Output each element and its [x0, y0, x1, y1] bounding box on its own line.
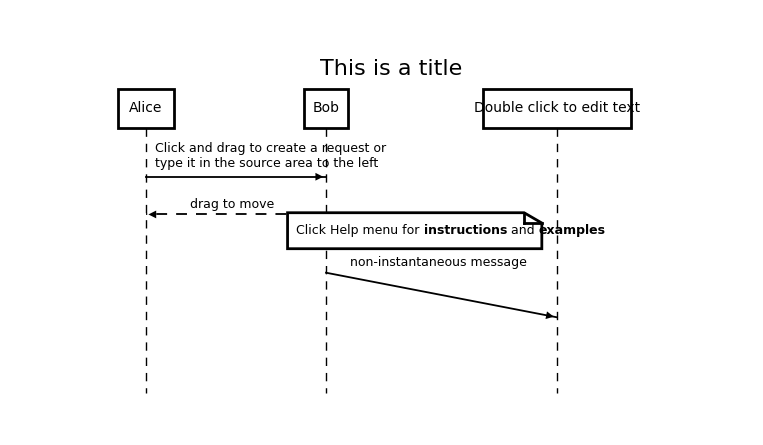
- Text: and: and: [507, 224, 539, 237]
- Bar: [304, 89, 348, 128]
- Text: Click and drag to create a request or
type it in the source area to the left: Click and drag to create a request or ty…: [154, 142, 385, 170]
- Text: instructions: instructions: [423, 224, 507, 237]
- Text: This is a title: This is a title: [320, 59, 462, 79]
- Text: Bob: Bob: [313, 101, 340, 115]
- Text: non-instantaneous message: non-instantaneous message: [349, 256, 526, 269]
- Text: Alice: Alice: [129, 101, 163, 115]
- Text: Click Help menu for: Click Help menu for: [297, 224, 423, 237]
- Polygon shape: [288, 213, 542, 249]
- Text: Double click to edit text: Double click to edit text: [474, 101, 639, 115]
- Bar: [118, 89, 174, 128]
- Bar: [483, 89, 630, 128]
- Text: examples: examples: [539, 224, 606, 237]
- Text: drag to move: drag to move: [190, 198, 274, 211]
